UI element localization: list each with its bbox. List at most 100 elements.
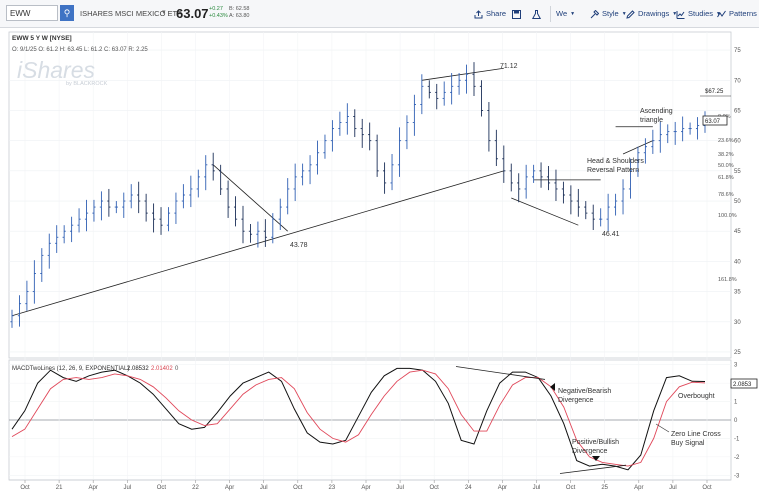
x-tick-label: Jul (533, 485, 541, 491)
trendline[interactable] (212, 164, 288, 232)
candlestick-series (10, 62, 707, 328)
price-y-tick-label: 25 (734, 350, 741, 356)
symbol-input[interactable] (6, 5, 58, 21)
brush-icon (590, 9, 599, 18)
pos-div-arrow-icon (592, 456, 600, 461)
share-button[interactable]: Share (474, 7, 506, 21)
save-icon (512, 9, 521, 19)
price-change: +0.27 +0.43% (209, 6, 228, 20)
price-y-tick-label: 70 (734, 78, 741, 84)
x-tick-label: Jul (396, 485, 404, 491)
security-menu-chevron-icon[interactable]: ▾ (162, 9, 166, 16)
drawings-label: Drawings (638, 9, 670, 18)
x-tick-label: 21 (56, 485, 63, 491)
share-label: Share (486, 9, 507, 18)
we-label: We (556, 9, 568, 18)
fib-label-618: 61.8% (718, 175, 734, 181)
search-button[interactable]: ⚲ (60, 5, 74, 21)
we-button[interactable]: We ▼ (556, 7, 575, 21)
last-price-badge-text: 63.07 (705, 119, 721, 125)
fib-label-382: 38.2% (718, 152, 734, 158)
patterns-button[interactable]: Patterns (717, 7, 757, 21)
annotation-pos-div-line2: Divergence (572, 448, 608, 455)
ishares-logo-sub: by BLACKROCK (66, 81, 108, 87)
fib-label-236: 23.6% (718, 138, 734, 144)
trendline[interactable] (511, 197, 579, 226)
macd-y-tick-label: 1 (734, 400, 738, 406)
price-y-tick-label: 60 (734, 139, 741, 145)
flask-icon (532, 9, 541, 19)
x-tick-label: Jul (123, 485, 131, 491)
settings-button[interactable] (532, 7, 541, 21)
pencil-icon (626, 9, 635, 19)
annotation-hs-line2: Reversal Pattern (587, 167, 639, 174)
price-y-tick-label: 50 (734, 199, 741, 205)
macd-signal-value: 2.01402 (151, 366, 173, 372)
x-tick-label: Jul (260, 485, 268, 491)
x-tick-label: Apr (225, 485, 234, 491)
x-tick-label: Oct (566, 485, 576, 491)
annotation-low-2022: 43.78 (290, 242, 308, 249)
negative-divergence-line[interactable] (455, 366, 546, 380)
style-button[interactable]: Style ▼ (590, 7, 627, 21)
ma-value-badge: $67.25 (705, 89, 724, 95)
fib-label-100: 100.0% (718, 213, 737, 219)
x-tick-label: Apr (361, 485, 370, 491)
annotation-low-2025: 46.41 (602, 231, 620, 238)
share-icon (474, 9, 483, 18)
drawings-chevron-down-icon: ▼ (672, 11, 678, 17)
we-chevron-down-icon: ▼ (570, 11, 576, 17)
x-tick-label: Apr (634, 485, 643, 491)
price-change-abs: +0.27 (209, 6, 223, 12)
studies-label: Studies (688, 9, 714, 18)
macd-last-badge (730, 378, 758, 389)
price-change-pct: +0.43% (209, 13, 228, 19)
x-tick-label: 25 (601, 485, 608, 491)
axis-layer: 2530354045505560657075-3-2-10123Oct21Apr… (20, 48, 741, 491)
chart-title: EWW 5 Y W [NYSE] (12, 35, 72, 42)
macd-signal-line (11, 369, 706, 467)
x-tick-label: Oct (157, 485, 167, 491)
toolbar: ⚲ ISHARES MSCI MEXICO ETF ▾ 63.07 +0.27 … (0, 0, 759, 28)
fib-label-50: 50.0% (718, 163, 734, 169)
search-icon: ⚲ (63, 8, 71, 18)
macd-series (11, 366, 706, 474)
macd-y-tick-label: -1 (734, 436, 740, 442)
grid-layer (9, 32, 731, 479)
style-chevron-down-icon: ▼ (621, 11, 627, 17)
annotation-pos-div-line1: Positive/Bullish (572, 439, 619, 446)
x-tick-label: 22 (192, 485, 199, 491)
price-y-tick-label: 30 (734, 320, 741, 326)
last-price-badge (702, 115, 728, 126)
annotation-zero-cross-line1: Zero Line Cross (671, 431, 721, 438)
annotation-high: 71.12 (500, 63, 518, 70)
patterns-label: Patterns (729, 9, 757, 18)
ishares-logo: iShares (17, 57, 95, 83)
bid-price: B: 62.58 (229, 6, 250, 12)
fib-label-786: 78.6% (718, 192, 734, 198)
price-panel-frame (8, 31, 732, 359)
chart-ohlc: O: 9/1/25 O: 61.2 H: 63.45 L: 61.2 C: 63… (12, 47, 148, 53)
price-y-tick-label: 35 (734, 290, 741, 296)
trendline[interactable] (421, 67, 504, 81)
x-tick-label: Oct (702, 485, 712, 491)
annotation-neg-div-line2: Divergence (558, 397, 594, 404)
macd-title: MACDTwoLines (12, 26, 9, EXPONENTIAL) (12, 366, 129, 372)
x-tick-label: 23 (329, 485, 336, 491)
price-y-tick-label: 40 (734, 259, 741, 265)
positive-divergence-line[interactable] (559, 464, 627, 474)
x-tick-label: Apr (498, 485, 507, 491)
annotation-neg-div-line1: Negative/Bearish (558, 388, 611, 395)
annotation-zero-cross-line2: Buy Signal (671, 440, 705, 447)
price-y-tick-label: 45 (734, 229, 741, 235)
x-tick-label: Jul (669, 485, 677, 491)
x-tick-label: 24 (465, 485, 472, 491)
save-button[interactable] (512, 7, 521, 21)
annotation-hs-line1: Head & Shoulders (587, 158, 644, 165)
macd-zero-value: 0 (175, 366, 179, 372)
annotation-ascending-line1: Ascending (640, 108, 673, 115)
x-tick-label: Apr (89, 485, 98, 491)
drawings-button[interactable]: Drawings ▼ (626, 7, 677, 21)
price-y-tick-label: 75 (734, 48, 741, 54)
